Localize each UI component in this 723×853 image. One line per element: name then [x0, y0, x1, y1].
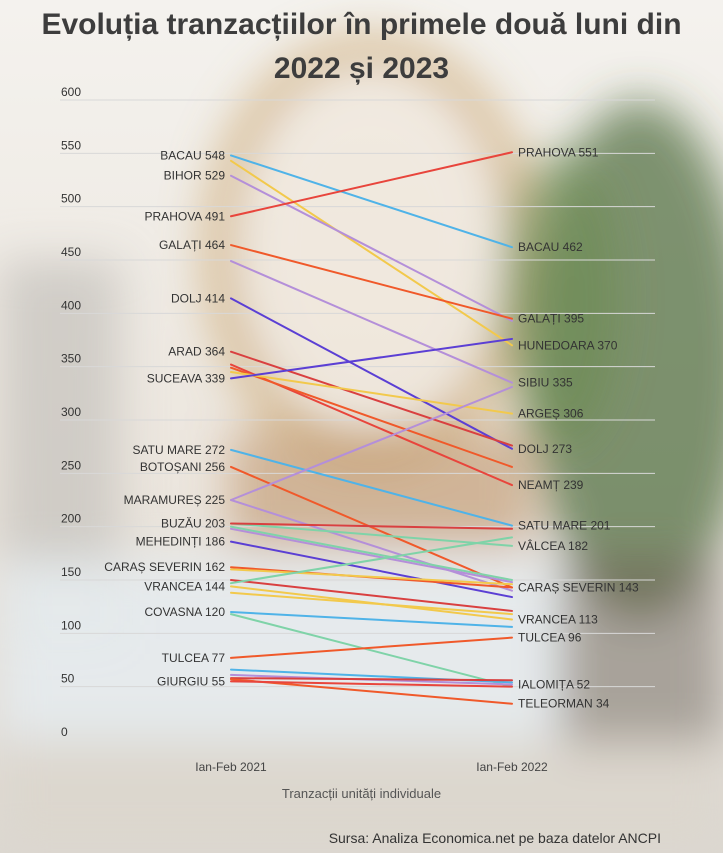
y-tick-label: 350: [61, 352, 81, 366]
left-value-label: BACAU 548: [160, 148, 225, 162]
left-value-label: VRANCEA 144: [144, 579, 225, 593]
y-tick-label: 0: [61, 725, 68, 739]
chart-title-line2: 2022 și 2023: [273, 52, 450, 85]
left-value-label: TULCEA 77: [162, 651, 226, 665]
series-line: [230, 525, 513, 581]
grid: 0 50 100 150 200 250 300 350 400 450 500 550 600: [60, 85, 655, 739]
y-tick-label: 200: [61, 512, 81, 526]
series-line: [230, 366, 513, 468]
series-line: [230, 385, 513, 501]
series-line: [230, 522, 513, 530]
series-line: [230, 337, 513, 380]
right-value-label: CARAȘ SEVERIN 143: [518, 580, 639, 594]
chart-title-line1: Evoluția tranzacțiilor în primele două l…: [41, 8, 682, 41]
left-value-label: SATU MARE 272: [133, 443, 226, 457]
series-line: [230, 350, 513, 447]
y-tick-label: 550: [61, 138, 81, 152]
left-value-label: GALAȚI 464: [159, 238, 225, 252]
right-value-label: PRAHOVA 551: [518, 145, 599, 159]
series-line: [230, 297, 513, 450]
series-line: [230, 159, 513, 347]
y-tick-label: 500: [61, 192, 81, 206]
series-line: [230, 499, 513, 592]
y-tick-label: 150: [61, 565, 81, 579]
right-value-label: GALAȚI 395: [518, 312, 584, 326]
series-line: [230, 536, 513, 585]
left-value-label: BIHOR 529: [164, 169, 226, 183]
series-line: [230, 244, 513, 320]
series-line: [230, 527, 513, 584]
left-value-label: MEHEDINȚI 186: [136, 535, 226, 549]
y-tick-label: 600: [61, 85, 81, 99]
series-labels: BACAU 548 BACAU 462 HUNEDOARA 370 BIHOR 529…: [104, 145, 639, 710]
x-tick-label: Ian-Feb 2021: [195, 760, 267, 774]
left-value-label: PRAHOVA 491: [145, 209, 226, 223]
left-value-label: BOTOȘANI 256: [140, 460, 225, 474]
series-line: [230, 448, 513, 527]
series-line: [230, 579, 513, 612]
y-tick-label: 250: [61, 458, 81, 472]
series-line: [230, 611, 513, 628]
x-axis-title: Tranzacții unități individuale: [281, 786, 442, 801]
series-line: [230, 680, 513, 688]
right-value-label: VÂLCEA 182: [518, 538, 588, 553]
y-tick-label: 450: [61, 245, 81, 259]
series-line: [230, 540, 513, 599]
source-note: Sursa: Analiza Economica.net pe baza dat…: [328, 830, 661, 846]
y-tick-label: 400: [61, 298, 81, 312]
right-value-label: BACAU 462: [518, 240, 583, 254]
series-line: [230, 174, 513, 322]
y-tick-label: 300: [61, 405, 81, 419]
left-value-label: DOLJ 414: [171, 291, 225, 305]
series-line: [230, 522, 513, 547]
left-value-label: SUCEAVA 339: [147, 371, 226, 385]
left-value-label: ARAD 364: [168, 345, 225, 359]
left-value-label: MARAMUREȘ 225: [124, 493, 226, 507]
x-axis-ticks: Ian-Feb 2021 Ian-Feb 2022: [195, 760, 548, 774]
series-line: [230, 678, 513, 705]
right-value-label: HUNEDOARA 370: [518, 338, 618, 352]
right-value-label: IALOMIȚA 52: [518, 678, 590, 692]
right-value-label: NEAMȚ 239: [518, 478, 584, 492]
left-value-label: CARAȘ SEVERIN 162: [104, 560, 225, 574]
right-value-label: TULCEA 96: [518, 631, 582, 645]
series-line: [230, 154, 513, 249]
left-value-label: BUZĂU 203: [161, 515, 225, 530]
series-line: [230, 636, 513, 659]
right-value-label: ARGEȘ 306: [518, 407, 584, 421]
series-line: [230, 260, 513, 384]
series-line: [230, 151, 513, 218]
series-line: [230, 591, 513, 616]
y-tick-label: 50: [61, 672, 75, 686]
left-value-label: GIURGIU 55: [157, 674, 225, 688]
series-line: [230, 371, 513, 415]
series-lines: [230, 151, 513, 705]
right-value-label: SATU MARE 201: [518, 519, 611, 533]
y-tick-label: 100: [61, 618, 81, 632]
series-line: [230, 568, 513, 586]
right-value-label: TELEORMAN 34: [518, 697, 610, 711]
x-tick-label: Ian-Feb 2022: [476, 760, 548, 774]
right-value-label: DOLJ 273: [518, 442, 572, 456]
series-line: [230, 465, 513, 589]
series-line: [230, 677, 513, 682]
left-value-label: COVASNA 120: [145, 605, 226, 619]
right-value-label: VRANCEA 113: [518, 612, 598, 626]
right-value-label: SIBIU 335: [518, 376, 573, 390]
series-line: [230, 613, 513, 688]
